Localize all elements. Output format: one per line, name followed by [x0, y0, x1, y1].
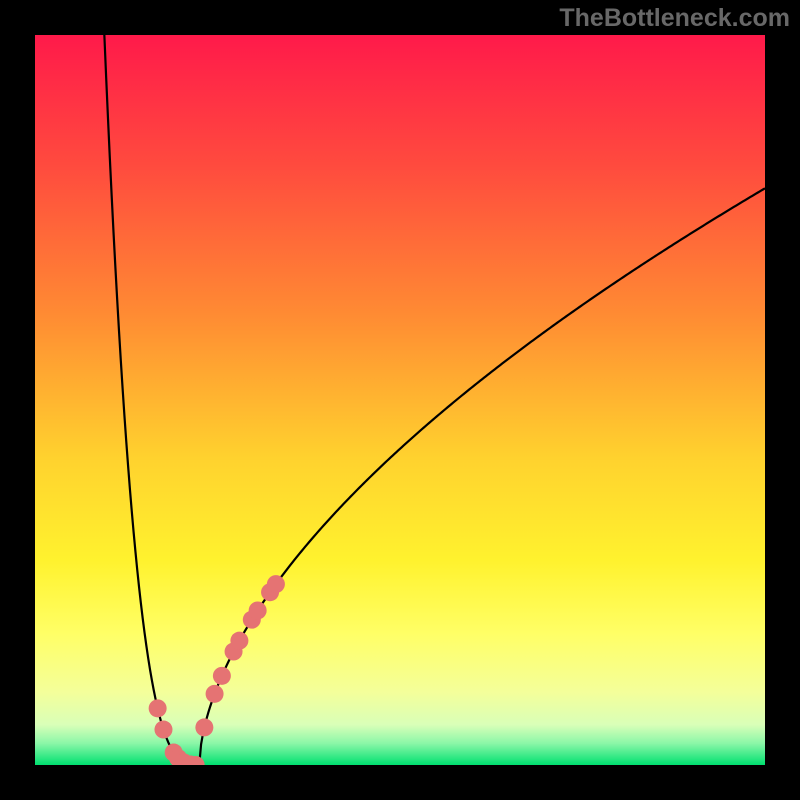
- curve-marker: [249, 601, 267, 619]
- curve-marker: [195, 718, 213, 736]
- chart-container: TheBottleneck.com: [0, 0, 800, 800]
- plot-svg: [35, 35, 765, 765]
- curve-marker: [149, 699, 167, 717]
- gradient-background: [35, 35, 765, 765]
- curve-marker: [213, 667, 231, 685]
- curve-marker: [230, 632, 248, 650]
- curve-marker: [154, 721, 172, 739]
- watermark-text: TheBottleneck.com: [559, 4, 790, 33]
- curve-marker: [206, 685, 224, 703]
- plot-area: [35, 35, 765, 765]
- curve-marker: [267, 575, 285, 593]
